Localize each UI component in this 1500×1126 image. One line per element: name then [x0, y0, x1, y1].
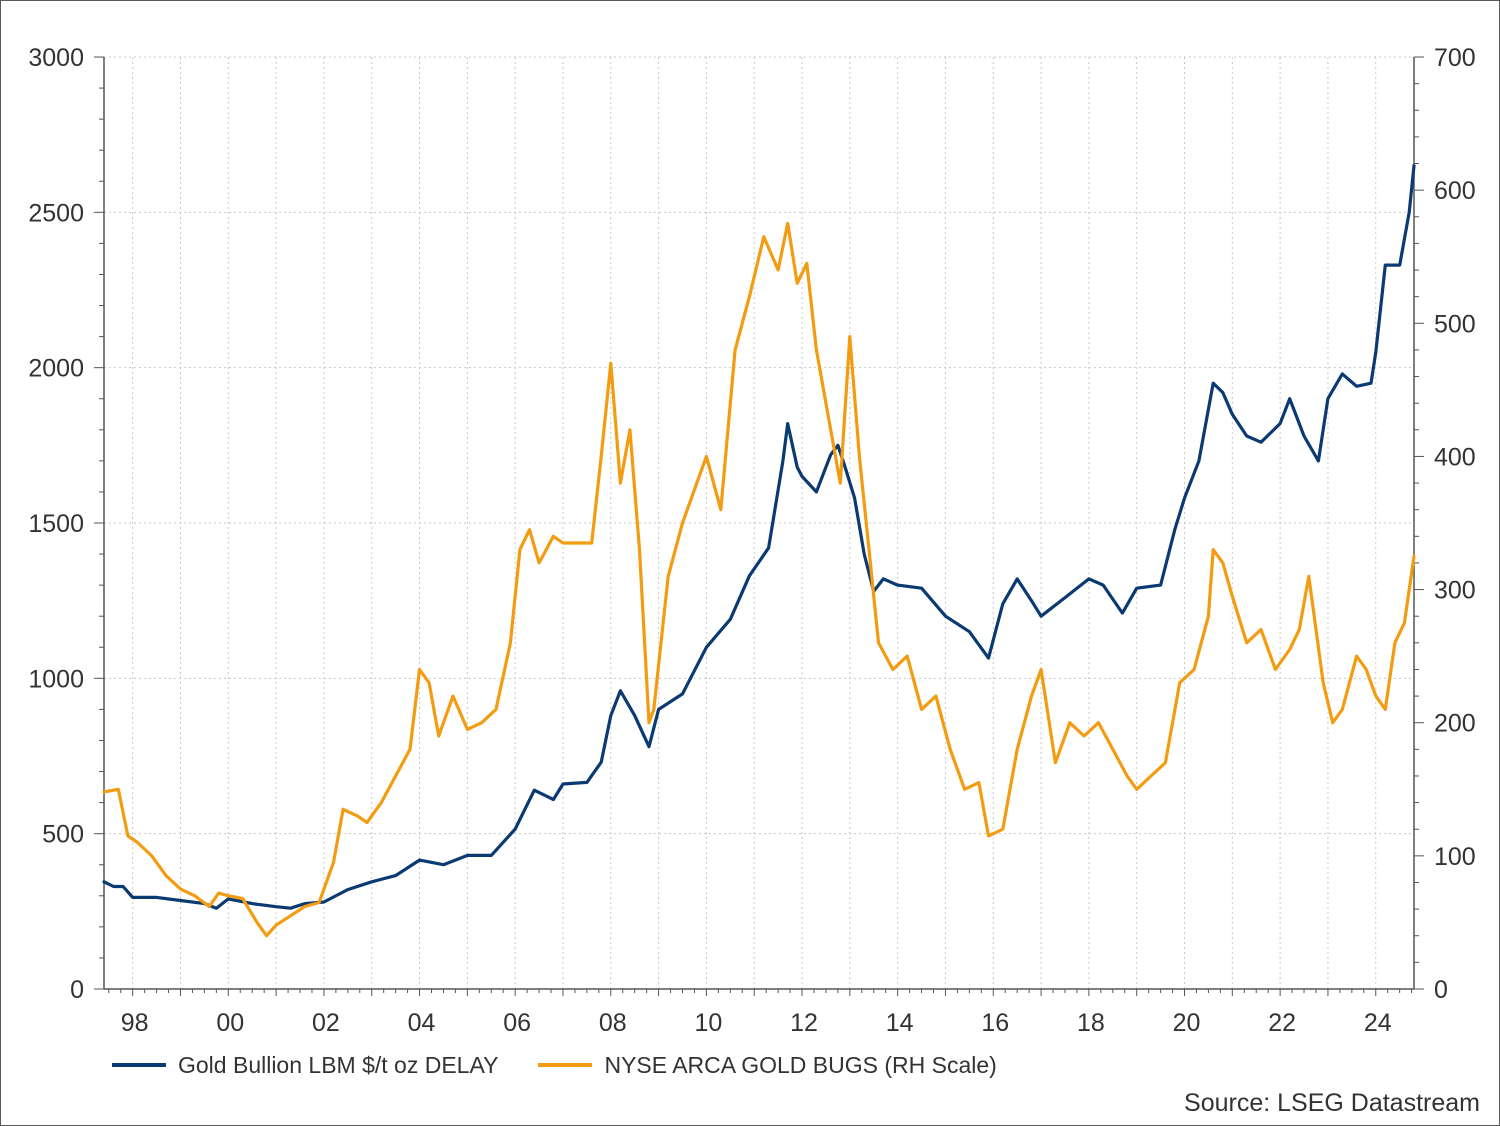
- y-right-tick-label: 100: [1434, 843, 1476, 871]
- x-tick-label: 06: [503, 1009, 531, 1037]
- x-tick-label: 04: [408, 1009, 436, 1037]
- y-left-tick-label: 1000: [28, 665, 84, 693]
- series-line-gold-bugs: [102, 221, 1416, 938]
- y-right-tick-label: 500: [1434, 310, 1476, 338]
- legend-item-gold-bullion: Gold Bullion LBM $/t oz DELAY: [112, 1052, 498, 1079]
- y-left-tick-label: 3000: [28, 44, 84, 72]
- y-right-tick-label: 0: [1434, 976, 1448, 1004]
- source-note: Source: LSEG Datastream: [1184, 1089, 1480, 1117]
- x-tick-label: 24: [1364, 1009, 1392, 1037]
- x-tick-label: 08: [599, 1009, 627, 1037]
- x-tick-label: 16: [981, 1009, 1009, 1037]
- x-tick-label: 20: [1173, 1009, 1201, 1037]
- series-layer: [102, 164, 1416, 938]
- y-right-tick-label: 200: [1434, 710, 1476, 738]
- grid-lines: [104, 56, 1414, 989]
- x-tick-label: 02: [312, 1009, 340, 1037]
- y-left-tick-label: 1500: [28, 510, 84, 538]
- legend-label-gold-bugs: NYSE ARCA GOLD BUGS (RH Scale): [604, 1051, 997, 1078]
- x-tick-label: 18: [1077, 1009, 1105, 1037]
- y-left-tick-label: 500: [42, 821, 84, 849]
- y-left-tick-label: 0: [70, 976, 84, 1004]
- x-tick-label: 00: [216, 1009, 244, 1037]
- legend: Gold Bullion LBM $/t oz DELAY NYSE ARCA …: [112, 1050, 1037, 1080]
- y-left-tick-label: 2000: [28, 355, 84, 383]
- x-tick-label: 14: [886, 1009, 914, 1037]
- y-right-tick-label: 600: [1434, 177, 1476, 205]
- x-tick-label: 10: [695, 1009, 723, 1037]
- legend-item-gold-bugs: NYSE ARCA GOLD BUGS (RH Scale): [538, 1051, 997, 1079]
- legend-label-gold-bullion: Gold Bullion LBM $/t oz DELAY: [178, 1051, 499, 1078]
- y-right-tick-label: 700: [1434, 44, 1476, 72]
- x-tick-label: 12: [790, 1009, 818, 1037]
- x-tick-label: 98: [121, 1009, 149, 1037]
- y-right-tick-label: 300: [1434, 577, 1476, 605]
- y-right-tick-label: 400: [1434, 443, 1476, 471]
- axes: [94, 56, 1424, 996]
- x-tick-label: 22: [1268, 1009, 1296, 1037]
- tick-labels: 0500100015002000250030000100200300400500…: [28, 44, 1475, 1037]
- legend-swatch-gold-bullion: [112, 1063, 166, 1067]
- series-line-gold-bullion: [102, 164, 1416, 910]
- y-left-tick-label: 2500: [28, 199, 84, 227]
- legend-swatch-gold-bugs: [538, 1063, 593, 1067]
